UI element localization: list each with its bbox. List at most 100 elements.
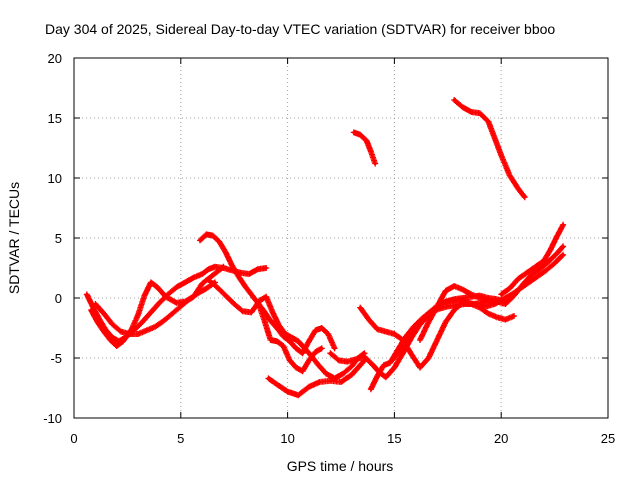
x-tick-label: 15 — [387, 431, 401, 446]
data-point — [521, 283, 525, 287]
data-point — [328, 351, 332, 355]
x-tick-label: 20 — [494, 431, 508, 446]
data-point — [262, 318, 266, 322]
data-point — [495, 300, 499, 304]
data-point — [162, 319, 166, 323]
data-point — [501, 297, 505, 301]
data-point — [525, 271, 529, 275]
series-arc-3 — [92, 279, 218, 337]
data-point — [217, 240, 221, 244]
data-point — [358, 306, 362, 310]
data-point — [418, 338, 422, 342]
data-point — [467, 301, 471, 305]
data-point — [452, 284, 456, 288]
data-point — [269, 338, 272, 342]
data-point — [367, 318, 371, 322]
data-point — [337, 358, 341, 362]
data-point — [435, 304, 439, 308]
data-point — [536, 274, 539, 278]
data-point — [119, 330, 123, 334]
data-point — [373, 162, 377, 166]
data-point — [435, 338, 439, 342]
data-point — [264, 266, 268, 270]
series-arc-15 — [451, 97, 528, 201]
data-point — [324, 372, 328, 376]
data-point — [504, 318, 507, 322]
data-point — [442, 301, 445, 305]
data-point — [369, 387, 373, 391]
data-point — [399, 346, 403, 350]
data-point — [538, 267, 542, 271]
data-point — [288, 339, 292, 343]
data-point — [204, 232, 208, 236]
data-point — [301, 351, 305, 355]
series-markers — [451, 97, 528, 201]
data-point — [175, 285, 178, 289]
data-point — [446, 304, 450, 308]
data-point — [407, 334, 411, 338]
data-point — [555, 252, 559, 256]
data-point — [102, 330, 106, 334]
data-point — [200, 272, 204, 276]
series-arc-13 — [498, 221, 567, 298]
data-point — [326, 332, 330, 336]
data-point — [108, 338, 112, 342]
data-point — [284, 332, 287, 336]
data-point — [427, 356, 431, 360]
data-point — [130, 327, 134, 331]
y-tick-label: -5 — [50, 351, 62, 366]
data-point — [371, 363, 375, 367]
data-point — [469, 110, 473, 114]
data-point — [401, 351, 405, 355]
data-point — [230, 264, 234, 268]
data-point — [333, 346, 337, 350]
data-point — [316, 362, 319, 366]
data-point — [418, 366, 422, 370]
data-point — [352, 130, 356, 134]
data-point — [369, 150, 373, 154]
y-tick-label: 0 — [55, 291, 62, 306]
data-point — [382, 363, 386, 367]
data-point — [247, 272, 251, 276]
data-point — [375, 327, 379, 331]
data-point — [281, 344, 285, 348]
data-point — [495, 315, 499, 319]
data-point — [548, 248, 552, 252]
data-point — [187, 297, 191, 301]
data-point — [198, 238, 202, 242]
data-point — [452, 308, 456, 312]
data-point — [345, 360, 349, 364]
series-arc-14 — [350, 129, 379, 167]
y-tick-label: 10 — [48, 171, 62, 186]
data-point — [478, 296, 482, 300]
data-point — [296, 393, 300, 397]
data-point — [318, 380, 322, 384]
data-point — [416, 322, 420, 326]
data-point — [211, 234, 215, 238]
x-tick-label: 0 — [70, 431, 77, 446]
data-point — [170, 312, 174, 316]
data-point — [553, 261, 557, 265]
axes: 0 5 10 15 20 25 -10 -5 0 5 10 15 20 — [43, 51, 615, 446]
data-point — [157, 301, 161, 305]
data-point — [136, 313, 140, 317]
data-point — [561, 223, 565, 227]
series-markers — [205, 277, 368, 382]
data-point — [454, 303, 458, 307]
data-point — [143, 294, 146, 298]
y-axis-label: SDTVAR / TECUs — [6, 182, 22, 294]
data-point — [89, 308, 93, 312]
data-point — [427, 320, 431, 324]
chart-title: Day 304 of 2025, Sidereal Day-to-day VTE… — [45, 21, 555, 37]
data-point — [155, 285, 159, 289]
data-point — [275, 339, 279, 343]
data-point — [350, 373, 354, 377]
data-point — [115, 344, 119, 348]
data-point — [363, 351, 366, 355]
data-point — [561, 253, 565, 257]
series-arc-12 — [417, 243, 567, 343]
x-tick-label: 10 — [280, 431, 294, 446]
data-point — [478, 111, 482, 115]
data-point — [207, 278, 211, 282]
data-point — [365, 139, 369, 143]
